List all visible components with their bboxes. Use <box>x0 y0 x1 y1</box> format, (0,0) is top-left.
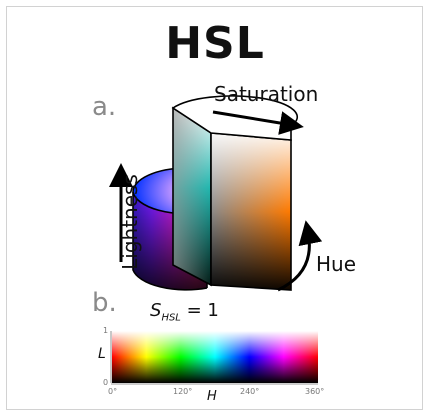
hue-label: Hue <box>316 252 357 276</box>
panel-b-label: b. <box>92 288 117 318</box>
h-axis-label: H <box>207 389 217 404</box>
lightness-label: Lightness <box>118 174 142 270</box>
cylinder-inner-face <box>172 106 212 287</box>
saturation-value: = 1 <box>180 300 219 321</box>
saturation-subscript: HSL <box>161 312 181 324</box>
cylinder-outer-face <box>210 132 292 291</box>
saturation-symbol: S <box>150 300 162 321</box>
saturation-arrow <box>212 110 304 135</box>
saturation-label: Saturation <box>214 82 319 106</box>
l-axis-label: L <box>98 346 106 362</box>
diagram-title: HSL <box>165 18 265 69</box>
hue-arrow <box>277 220 323 292</box>
l-tick-bottom: 0 <box>103 378 109 387</box>
h-tick-240: 240° <box>240 387 260 396</box>
saturation-equation: SHSL = 1 <box>150 300 219 324</box>
h-tick-120: 120° <box>173 387 193 396</box>
l-tick-top: 1 <box>103 326 109 335</box>
panel-a-label: a. <box>92 92 117 122</box>
h-tick-0: 0° <box>108 387 118 396</box>
h-tick-360: 360° <box>305 387 325 396</box>
